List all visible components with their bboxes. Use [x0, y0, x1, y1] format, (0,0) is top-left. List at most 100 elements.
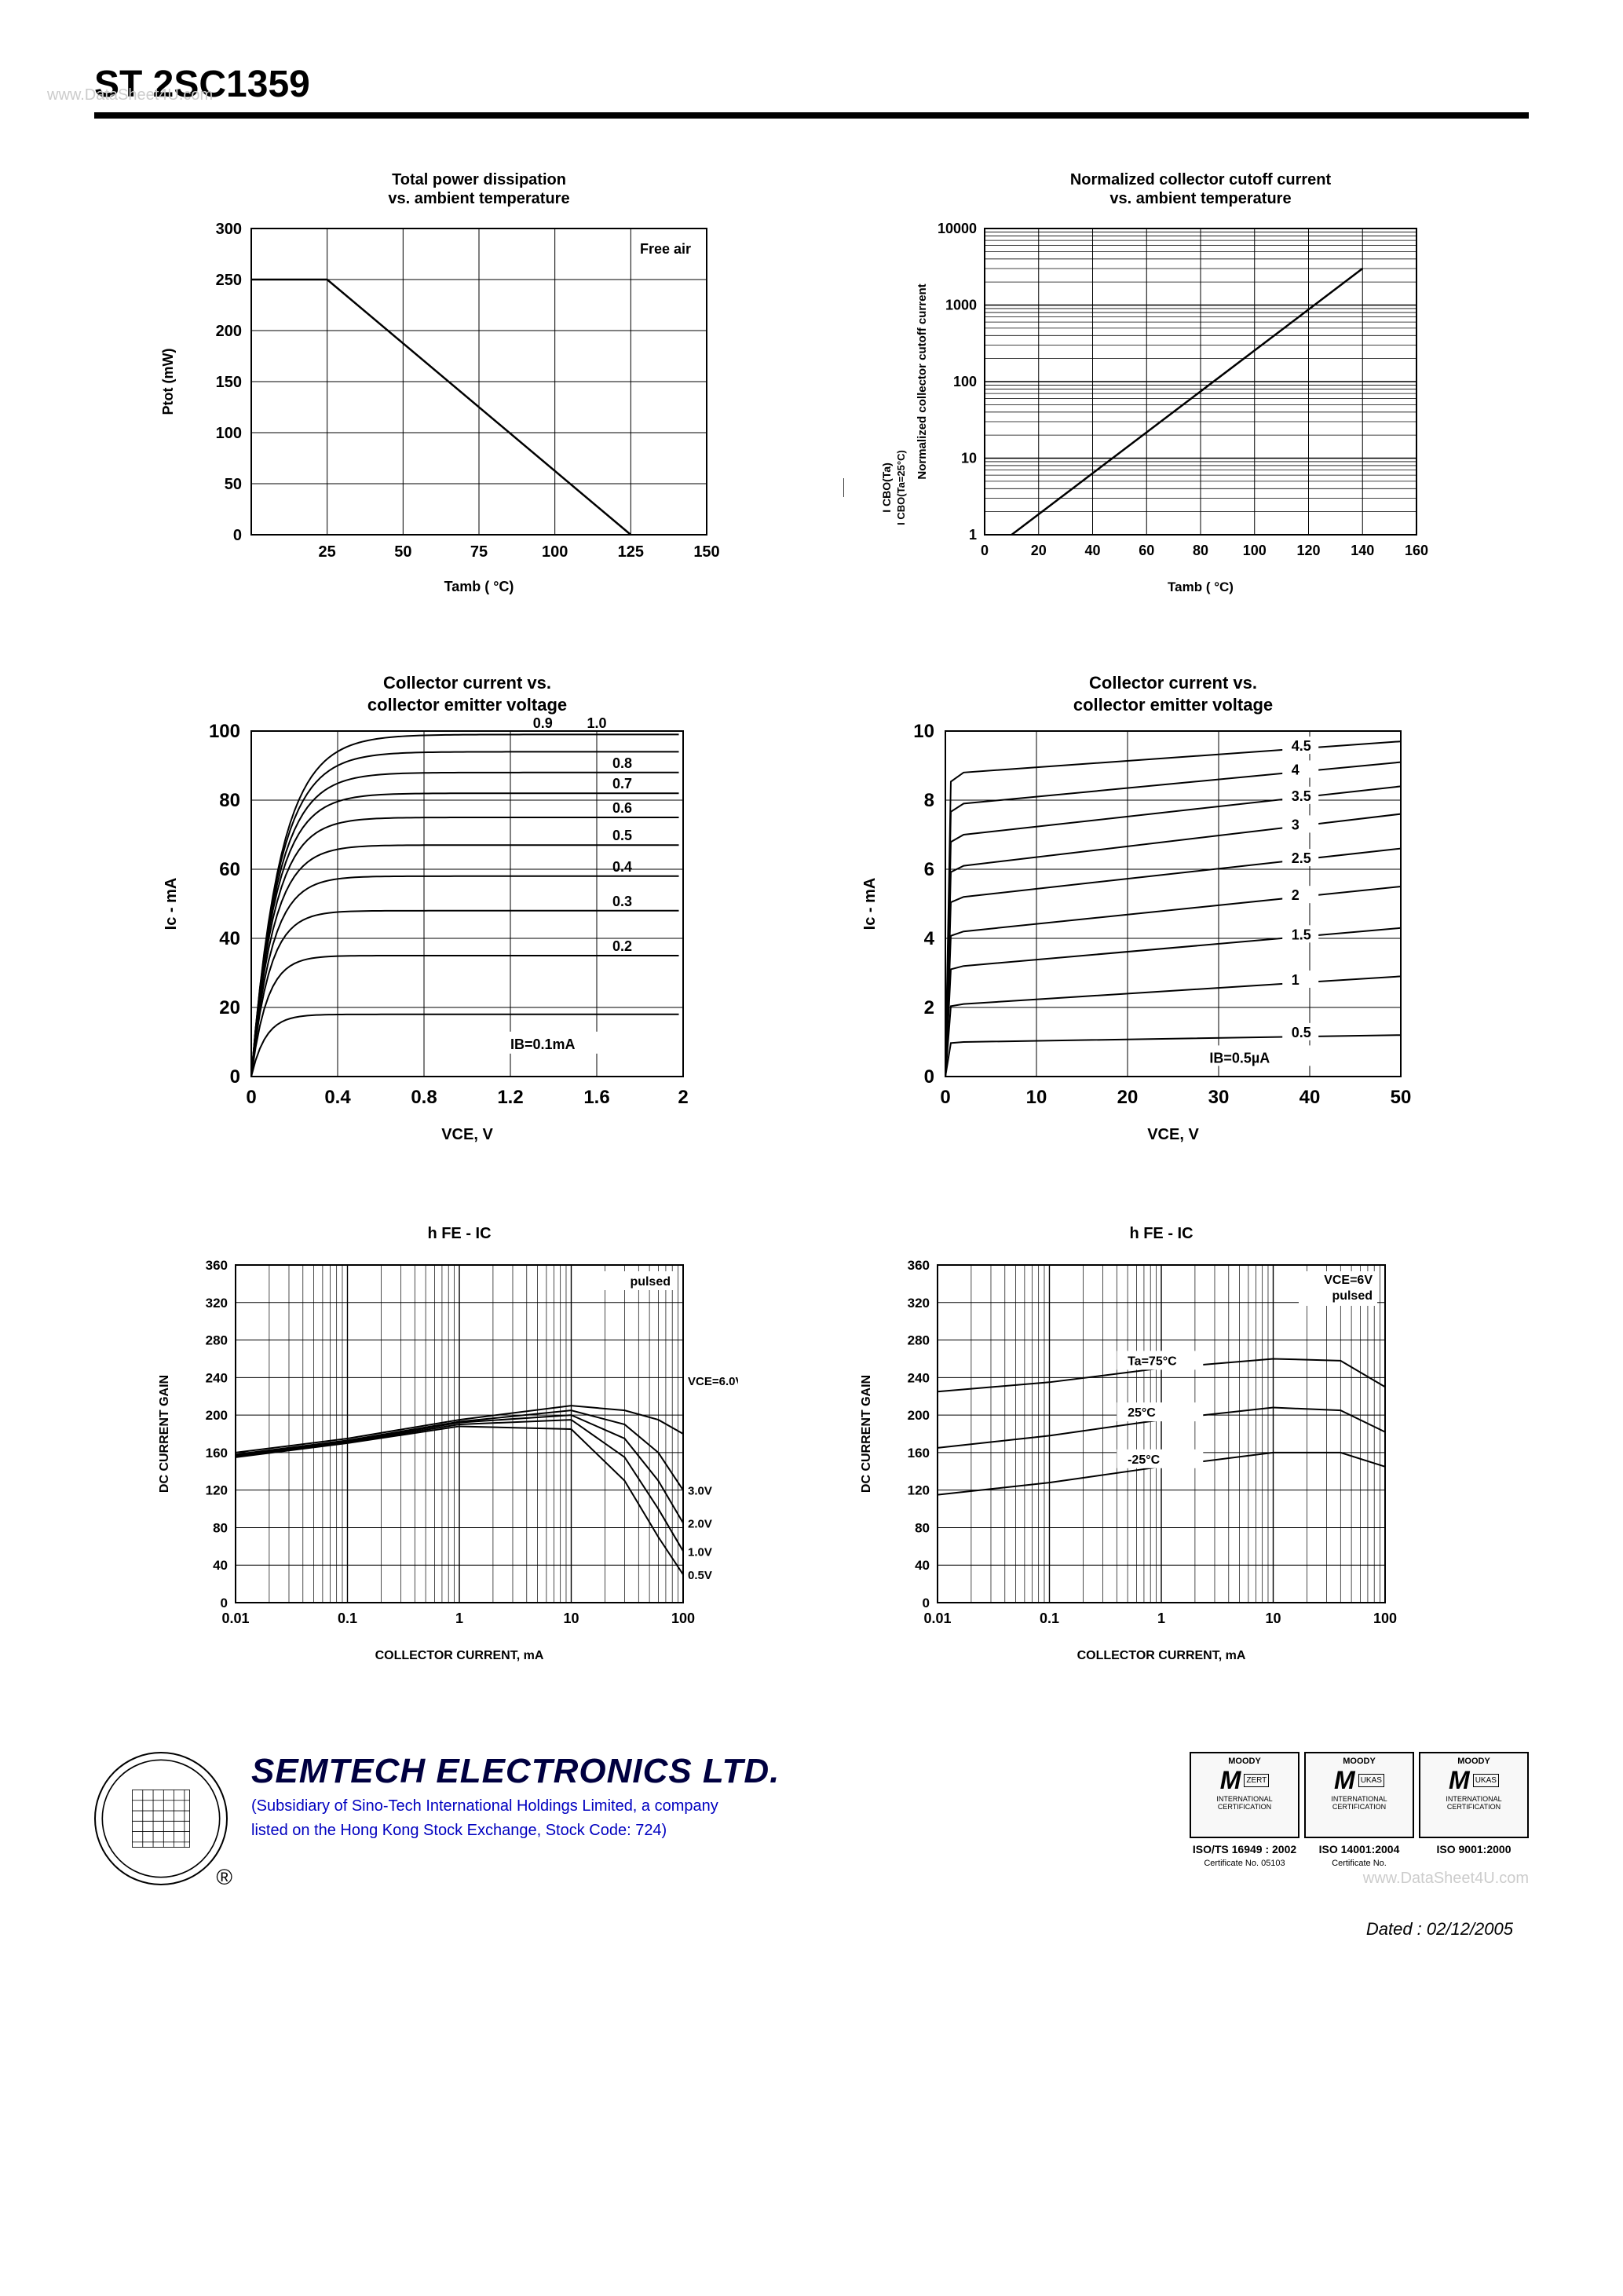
svg-text:0.6: 0.6 [612, 800, 632, 816]
svg-text:I CBO(Ta=25°C): I CBO(Ta=25°C) [895, 450, 907, 525]
chart-ptot-vs-tamb: Total power dissipation vs. ambient tempe… [141, 166, 780, 605]
svg-text:Ic - mA: Ic - mA [163, 878, 180, 930]
svg-text:Ptot (mW): Ptot (mW) [160, 349, 176, 415]
cert-block: MOODY MZERT INTERNATIONALCERTIFICATION IS… [1190, 1752, 1529, 1868]
svg-text:160: 160 [206, 1446, 228, 1461]
svg-text:1: 1 [1157, 1610, 1164, 1626]
svg-text:10: 10 [1025, 1087, 1047, 1108]
chart-ic-vce-low: Collector current vs.collector emitter v… [141, 668, 780, 1155]
svg-text:1000: 1000 [945, 298, 976, 313]
chart-ic-vce-high: Collector current vs.collector emitter v… [843, 668, 1482, 1155]
subsidiary-l1: (Subsidiary of Sino-Tech International H… [251, 1797, 1166, 1815]
svg-text:0: 0 [922, 1596, 929, 1610]
svg-text:pulsed: pulsed [630, 1275, 671, 1289]
svg-text:150: 150 [693, 543, 719, 561]
svg-text:DC CURRENT GAIN: DC CURRENT GAIN [158, 1375, 171, 1493]
svg-text:200: 200 [907, 1408, 929, 1423]
svg-text:1: 1 [455, 1610, 463, 1626]
cert-line: ISO/TS 16949 : 2002Certificate No. 05103 [1190, 1843, 1299, 1868]
svg-text:Free air: Free air [640, 241, 691, 257]
svg-text:0.1: 0.1 [1039, 1610, 1058, 1626]
chart-hfe-temp: h FE - IC0.010.1110100040801201602002402… [843, 1218, 1482, 1673]
svg-text:1.2: 1.2 [497, 1087, 523, 1108]
svg-text:Tamb ( °C): Tamb ( °C) [444, 579, 514, 594]
svg-text:3.5: 3.5 [1291, 788, 1310, 804]
svg-text:100: 100 [671, 1610, 695, 1626]
svg-text:320: 320 [907, 1296, 929, 1311]
svg-text:150: 150 [216, 374, 242, 391]
svg-text:4.5: 4.5 [1291, 738, 1310, 754]
svg-text:Total power dissipation: Total power dissipation [392, 171, 566, 188]
svg-text:10: 10 [1265, 1610, 1281, 1626]
svg-text:vs. ambient temperature: vs. ambient temperature [388, 190, 569, 207]
svg-text:0.4: 0.4 [324, 1087, 351, 1108]
svg-text:160: 160 [907, 1446, 929, 1461]
svg-text:IB=0.1mA: IB=0.1mA [510, 1036, 576, 1052]
svg-text:125: 125 [618, 543, 644, 561]
svg-text:VCE, V: VCE, V [441, 1126, 493, 1143]
cert-line: ISO 9001:2000 [1419, 1843, 1529, 1855]
svg-text:4: 4 [1291, 762, 1299, 777]
svg-text:1: 1 [1291, 972, 1299, 988]
cert-badge: MOODY MZERT INTERNATIONALCERTIFICATION [1190, 1752, 1299, 1838]
svg-text:3.0V: 3.0V [688, 1485, 712, 1498]
svg-text:0.2: 0.2 [612, 938, 632, 954]
watermark-top: www.DataSheet4U.com [47, 86, 213, 104]
svg-text:IB=0.5µA: IB=0.5µA [1209, 1050, 1270, 1066]
svg-text:25°C: 25°C [1128, 1406, 1156, 1420]
svg-text:160: 160 [1404, 543, 1427, 558]
svg-text:80: 80 [219, 790, 240, 811]
svg-text:Ic - mA: Ic - mA [861, 878, 879, 930]
company-name: SEMTECH ELECTRONICS LTD. [251, 1752, 1166, 1791]
svg-text:30: 30 [1208, 1087, 1229, 1108]
svg-text:120: 120 [907, 1483, 929, 1498]
svg-text:10: 10 [563, 1610, 579, 1626]
header: ST 2SC1359 [94, 63, 1529, 119]
svg-text:280: 280 [907, 1333, 929, 1348]
svg-text:1.0V: 1.0V [688, 1545, 712, 1559]
svg-text:0.5V: 0.5V [688, 1569, 712, 1582]
svg-text:Normalized collector cutoff cu: Normalized collector cutoff current [916, 283, 929, 479]
svg-text:20: 20 [219, 997, 240, 1018]
svg-text:75: 75 [470, 543, 488, 561]
svg-text:60: 60 [1139, 543, 1154, 558]
footer-text: SEMTECH ELECTRONICS LTD. (Subsidiary of … [251, 1752, 1166, 1840]
svg-text:0: 0 [221, 1596, 228, 1610]
svg-text:0.3: 0.3 [612, 894, 632, 909]
svg-text:Collector current vs.: Collector current vs. [1089, 673, 1257, 693]
svg-text:Ta=75°C: Ta=75°C [1128, 1355, 1177, 1368]
svg-text:40: 40 [219, 928, 240, 949]
svg-text:Tamb ( °C): Tamb ( °C) [1168, 579, 1234, 594]
svg-text:100: 100 [1242, 543, 1266, 558]
svg-text:1.6: 1.6 [583, 1087, 609, 1108]
svg-text:h FE - IC: h FE - IC [1129, 1225, 1193, 1242]
svg-text:0.8: 0.8 [411, 1087, 437, 1108]
svg-text:40: 40 [1299, 1087, 1320, 1108]
svg-text:collector emitter voltage: collector emitter voltage [367, 695, 567, 715]
svg-text:50: 50 [394, 543, 411, 561]
svg-text:VCE=6V: VCE=6V [1324, 1274, 1373, 1287]
svg-text:3: 3 [1291, 817, 1299, 832]
svg-text:0.01: 0.01 [923, 1610, 951, 1626]
svg-text:60: 60 [219, 859, 240, 880]
svg-text:50: 50 [225, 476, 242, 493]
svg-text:COLLECTOR CURRENT, mA: COLLECTOR CURRENT, mA [1077, 1649, 1245, 1662]
svg-text:80: 80 [915, 1520, 930, 1535]
svg-text:2: 2 [678, 1087, 688, 1108]
svg-text:80: 80 [1192, 543, 1208, 558]
svg-text:120: 120 [206, 1483, 228, 1498]
svg-text:DC CURRENT GAIN: DC CURRENT GAIN [860, 1375, 873, 1493]
subsidiary-l2: listed on the Hong Kong Stock Exchange, … [251, 1822, 1166, 1840]
svg-text:240: 240 [907, 1370, 929, 1385]
svg-text:20: 20 [1117, 1087, 1138, 1108]
svg-text:320: 320 [206, 1296, 228, 1311]
svg-text:2.5: 2.5 [1291, 850, 1310, 866]
svg-text:Collector current vs.: Collector current vs. [383, 673, 551, 693]
svg-text:0.4: 0.4 [612, 859, 632, 875]
cert-badge: MOODY MUKAS INTERNATIONALCERTIFICATION [1419, 1752, 1529, 1838]
svg-text:8: 8 [923, 790, 934, 811]
svg-text:Normalized collector cutoff cu: Normalized collector cutoff current [1069, 171, 1331, 188]
svg-text:1: 1 [968, 527, 976, 543]
svg-text:50: 50 [1390, 1087, 1411, 1108]
svg-text:200: 200 [206, 1408, 228, 1423]
